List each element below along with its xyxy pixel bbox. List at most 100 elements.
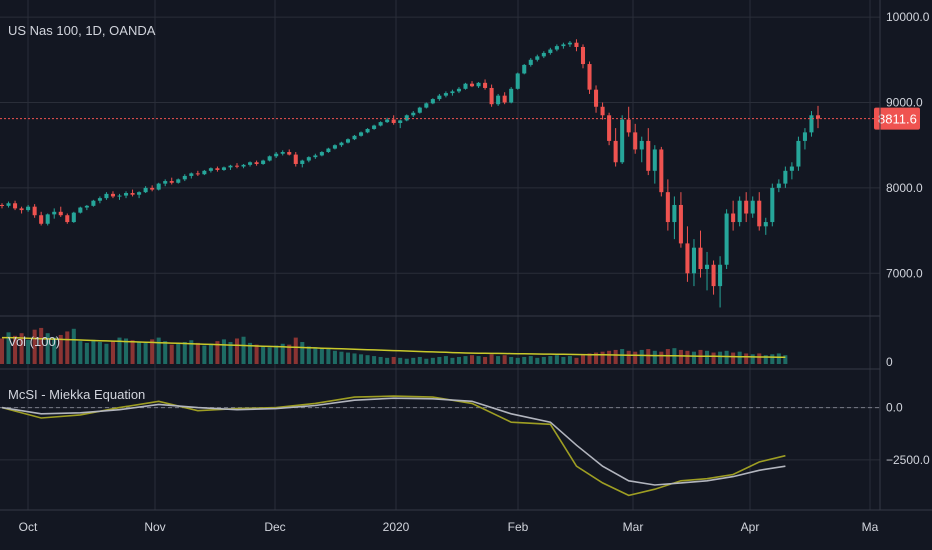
candle-body [763,222,768,227]
volume-bar [248,342,253,364]
volume-bar [613,349,618,364]
candle-body [104,193,109,199]
candle [815,105,821,129]
candle [809,111,814,137]
candle-body [744,200,749,214]
volume-bar [104,343,109,364]
candle-body [182,175,187,180]
candle-body [443,93,448,96]
candle-body [613,140,618,163]
candle [300,159,305,168]
price-candles [0,39,821,308]
candle-body [476,82,481,87]
candle-body [385,119,390,123]
volume-bar [267,347,272,364]
candle [234,163,240,169]
candle-body [809,115,814,133]
candle-body [450,91,455,94]
candle-body [437,95,442,100]
candle [391,115,396,125]
candle [293,152,298,167]
candle-body [652,149,657,171]
volume-bar [502,355,507,364]
candle-body [391,119,396,123]
oscillator-axis[interactable]: 0.0 −2500.0 [886,401,930,467]
volume-bar [411,357,416,364]
candle-body [731,213,736,223]
candle-body [815,115,821,119]
time-tick-label: 2020 [383,520,410,534]
volume-bar [456,356,461,364]
candle-body [208,168,213,171]
candle [137,191,142,199]
candle [359,131,364,137]
candle [783,166,788,188]
volume-bar [65,331,70,364]
volume-bar [515,357,520,364]
candle [763,217,768,235]
candle [221,166,226,171]
candle [548,47,553,55]
candle-body [659,149,664,193]
candle [796,136,801,171]
volume-bar [443,356,448,364]
candle [737,196,742,227]
price-axis[interactable]: 7000.0 8000.0 9000.0 10000.0 [886,10,930,280]
volume-bar [522,356,527,364]
candle-body [274,153,279,157]
candle-body [215,168,220,170]
candle-body [535,56,540,60]
candle-body [691,247,696,274]
candle [489,84,494,107]
candle-body [143,187,148,193]
volume-bar [665,349,670,364]
volume-bar [718,351,723,364]
candle-body [737,200,742,223]
volume-bar [280,343,285,364]
candle [613,128,618,167]
candle [176,178,181,184]
volume-bar [52,337,57,364]
candle [789,162,794,180]
volume-bar [574,357,579,364]
candle-body [195,173,200,175]
candle-body [45,214,50,224]
candle [110,191,115,199]
candle-body [287,152,292,155]
volume-bar [639,349,644,364]
candle-body [698,247,703,270]
candle [345,138,351,144]
time-axis[interactable]: Oct Nov Dec 2020 Feb Mar Apr Ma [19,520,879,534]
candle-body [189,173,194,176]
volume-bar [156,337,161,364]
time-tick-label: Ma [862,520,879,534]
volume-bar [287,344,292,364]
candle [339,141,344,147]
candle-body [678,204,683,244]
candle [332,144,337,150]
candle [169,177,174,185]
volume-bar [424,358,429,364]
volume-bar [430,357,435,364]
candle [287,149,292,156]
candle-body [796,140,801,167]
candle-body [202,170,207,175]
candle [130,189,135,197]
candle [528,58,533,67]
candle-body [469,83,475,87]
symbol-title: US Nas 100, 1D, OANDA [8,23,156,38]
volume-bar [757,353,762,364]
candle [52,208,57,219]
candle-body [554,46,559,50]
volume-bar [293,337,298,364]
candle-body [607,115,612,141]
volume-bar [143,342,148,364]
volume-bar [26,339,31,364]
candle [665,179,670,231]
volume-bar [685,350,690,364]
candle [685,226,690,282]
candle-body [685,243,690,274]
candle-body [306,157,311,161]
